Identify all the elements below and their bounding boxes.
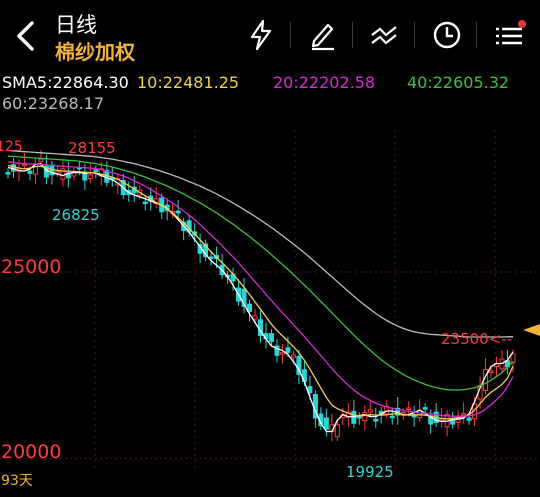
candle-body [406, 407, 412, 410]
draw-pen-icon[interactable] [304, 17, 340, 53]
candle-body [422, 407, 428, 410]
ma20-line [7, 161, 514, 417]
ma20-value: 20:22202.58 [273, 73, 376, 92]
candle-body [87, 174, 93, 180]
period-label: 93天 [1, 473, 33, 489]
ma5-value: SMA5:22864.30 [2, 73, 129, 92]
candle-body [21, 163, 27, 167]
toolbar-divider [290, 22, 291, 48]
low-annotation-1: 26825 [52, 206, 100, 224]
lightning-icon[interactable] [243, 17, 279, 53]
indicator-lines-icon[interactable] [366, 17, 402, 53]
candle-body [274, 345, 280, 356]
top-bar: 日线 棉纱加权 [0, 0, 540, 68]
candle-body [439, 418, 445, 422]
candle-body [27, 170, 33, 174]
high-annotation: 28155 [68, 139, 116, 157]
back-arrow-icon[interactable] [10, 18, 40, 54]
candle-body [334, 424, 340, 438]
candle-body [488, 370, 494, 373]
candle-body [323, 417, 329, 430]
current-price-annotation: 23500<-- [441, 330, 512, 348]
candle-body [362, 411, 368, 422]
candle-body [175, 210, 181, 214]
candle-body [54, 171, 60, 174]
candle-body [5, 172, 11, 175]
notification-dot [518, 20, 526, 28]
ma10-value: 10:22481.25 [137, 73, 240, 92]
ma60-value: 60:23268.17 [2, 94, 105, 113]
left-cut-annotation: 125 [0, 139, 23, 155]
candle-body [247, 303, 253, 313]
toolbar-divider [352, 22, 353, 48]
candle-body [351, 410, 357, 424]
clock-icon[interactable] [429, 17, 465, 53]
low-annotation-2: 19925 [346, 463, 394, 481]
candle-body [268, 333, 274, 342]
candle-body [389, 415, 395, 419]
candle-body [203, 243, 209, 258]
ma40-line [7, 155, 514, 391]
candle-body [241, 288, 247, 307]
candle-body [461, 413, 467, 416]
price-label-20000: 20000 [1, 441, 61, 463]
candle-body [142, 201, 148, 205]
candle-body [356, 416, 362, 419]
current-price-marker [523, 324, 540, 336]
instrument-name[interactable]: 棉纱加权 [55, 40, 135, 64]
menu-list-icon[interactable] [491, 17, 527, 53]
toolbar-divider [476, 22, 477, 48]
candle-body [93, 169, 99, 172]
kline-chart[interactable]: 25000 20000 28155 125 26825 19925 23500<… [0, 115, 540, 493]
ma5-line [7, 162, 514, 433]
chart-canvas[interactable]: 25000 20000 28155 125 26825 19925 23500<… [0, 115, 540, 493]
candle-body [296, 355, 302, 375]
candle-body [367, 409, 373, 413]
candle-body [38, 158, 44, 163]
candle-body [373, 418, 379, 422]
candle-body [279, 352, 285, 355]
candle-body [466, 417, 472, 421]
price-label-25000: 25000 [1, 256, 61, 278]
candle-body [290, 354, 296, 358]
candle-body [510, 353, 516, 364]
toolbar-divider [414, 22, 415, 48]
candle-body [345, 411, 351, 418]
candle-body [252, 315, 258, 320]
ma40-value: 40:22605.32 [407, 73, 510, 92]
ma60-line [7, 149, 514, 338]
ma10-line [7, 164, 514, 420]
candle-body [285, 347, 291, 353]
page-title: 日线 [55, 13, 97, 37]
